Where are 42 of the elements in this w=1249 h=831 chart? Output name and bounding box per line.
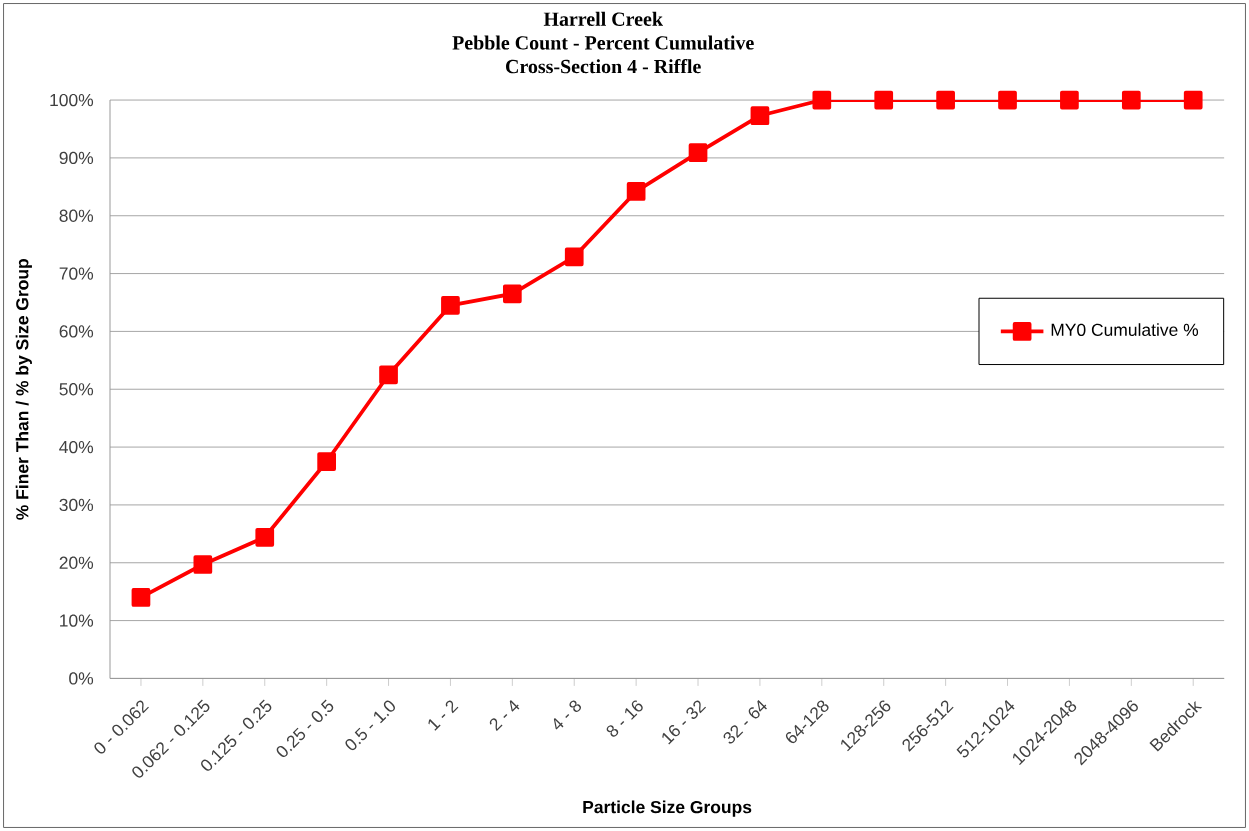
y-axis-title: % Finer Than / % by Size Group <box>15 259 32 520</box>
x-tick-label: 32 - 64 <box>723 700 767 744</box>
y-tick-label: 50% <box>59 383 94 396</box>
point <box>936 90 955 110</box>
point <box>317 452 336 471</box>
point <box>812 90 832 110</box>
y-tick-label: 90% <box>59 151 94 165</box>
x-tick-label: 8 - 16 <box>606 700 643 737</box>
y-tick-label: 20% <box>59 556 94 569</box>
point <box>193 555 213 574</box>
y-tick-label: 60% <box>59 325 94 338</box>
y-tick-label: 30% <box>59 498 94 512</box>
x-tick-label: 16 - 32 <box>662 700 707 745</box>
point <box>441 296 460 315</box>
point <box>1183 90 1203 110</box>
x-tick-label: 2 - 4 <box>489 700 520 732</box>
x-axis-title: Particle Size Groups <box>583 800 752 817</box>
x-tick-label: 1 - 2 <box>428 700 459 731</box>
x-tick-label: 0.25 - 0.5 <box>276 699 334 758</box>
point <box>131 588 151 607</box>
x-tick-label: 0.5 - 1.0 <box>345 700 395 751</box>
point <box>564 247 584 267</box>
point <box>998 90 1017 110</box>
y-tick-label: 70% <box>59 267 94 280</box>
point <box>688 143 708 163</box>
y-tick-label: 80% <box>59 209 94 222</box>
x-tick-label: 4 - 8 <box>553 700 582 730</box>
y-tick-label: 100% <box>50 93 94 107</box>
point <box>874 90 894 110</box>
point <box>255 527 275 547</box>
chart-title: Harrell Creek <box>543 11 663 26</box>
point <box>1121 90 1141 110</box>
legend-label: MY0 Cumulative % <box>1051 323 1199 337</box>
point <box>379 365 398 385</box>
y-tick-label: 0% <box>69 672 94 685</box>
y-tick-label: 10% <box>60 614 94 627</box>
y-tick-label: 40% <box>59 440 94 454</box>
point <box>1060 90 1079 110</box>
point <box>750 106 770 126</box>
chart-subtitle: Pebble Count - Percent Cumulative Cross-Section 4 - Riffle <box>452 35 754 74</box>
point <box>626 182 646 201</box>
point <box>502 284 522 304</box>
